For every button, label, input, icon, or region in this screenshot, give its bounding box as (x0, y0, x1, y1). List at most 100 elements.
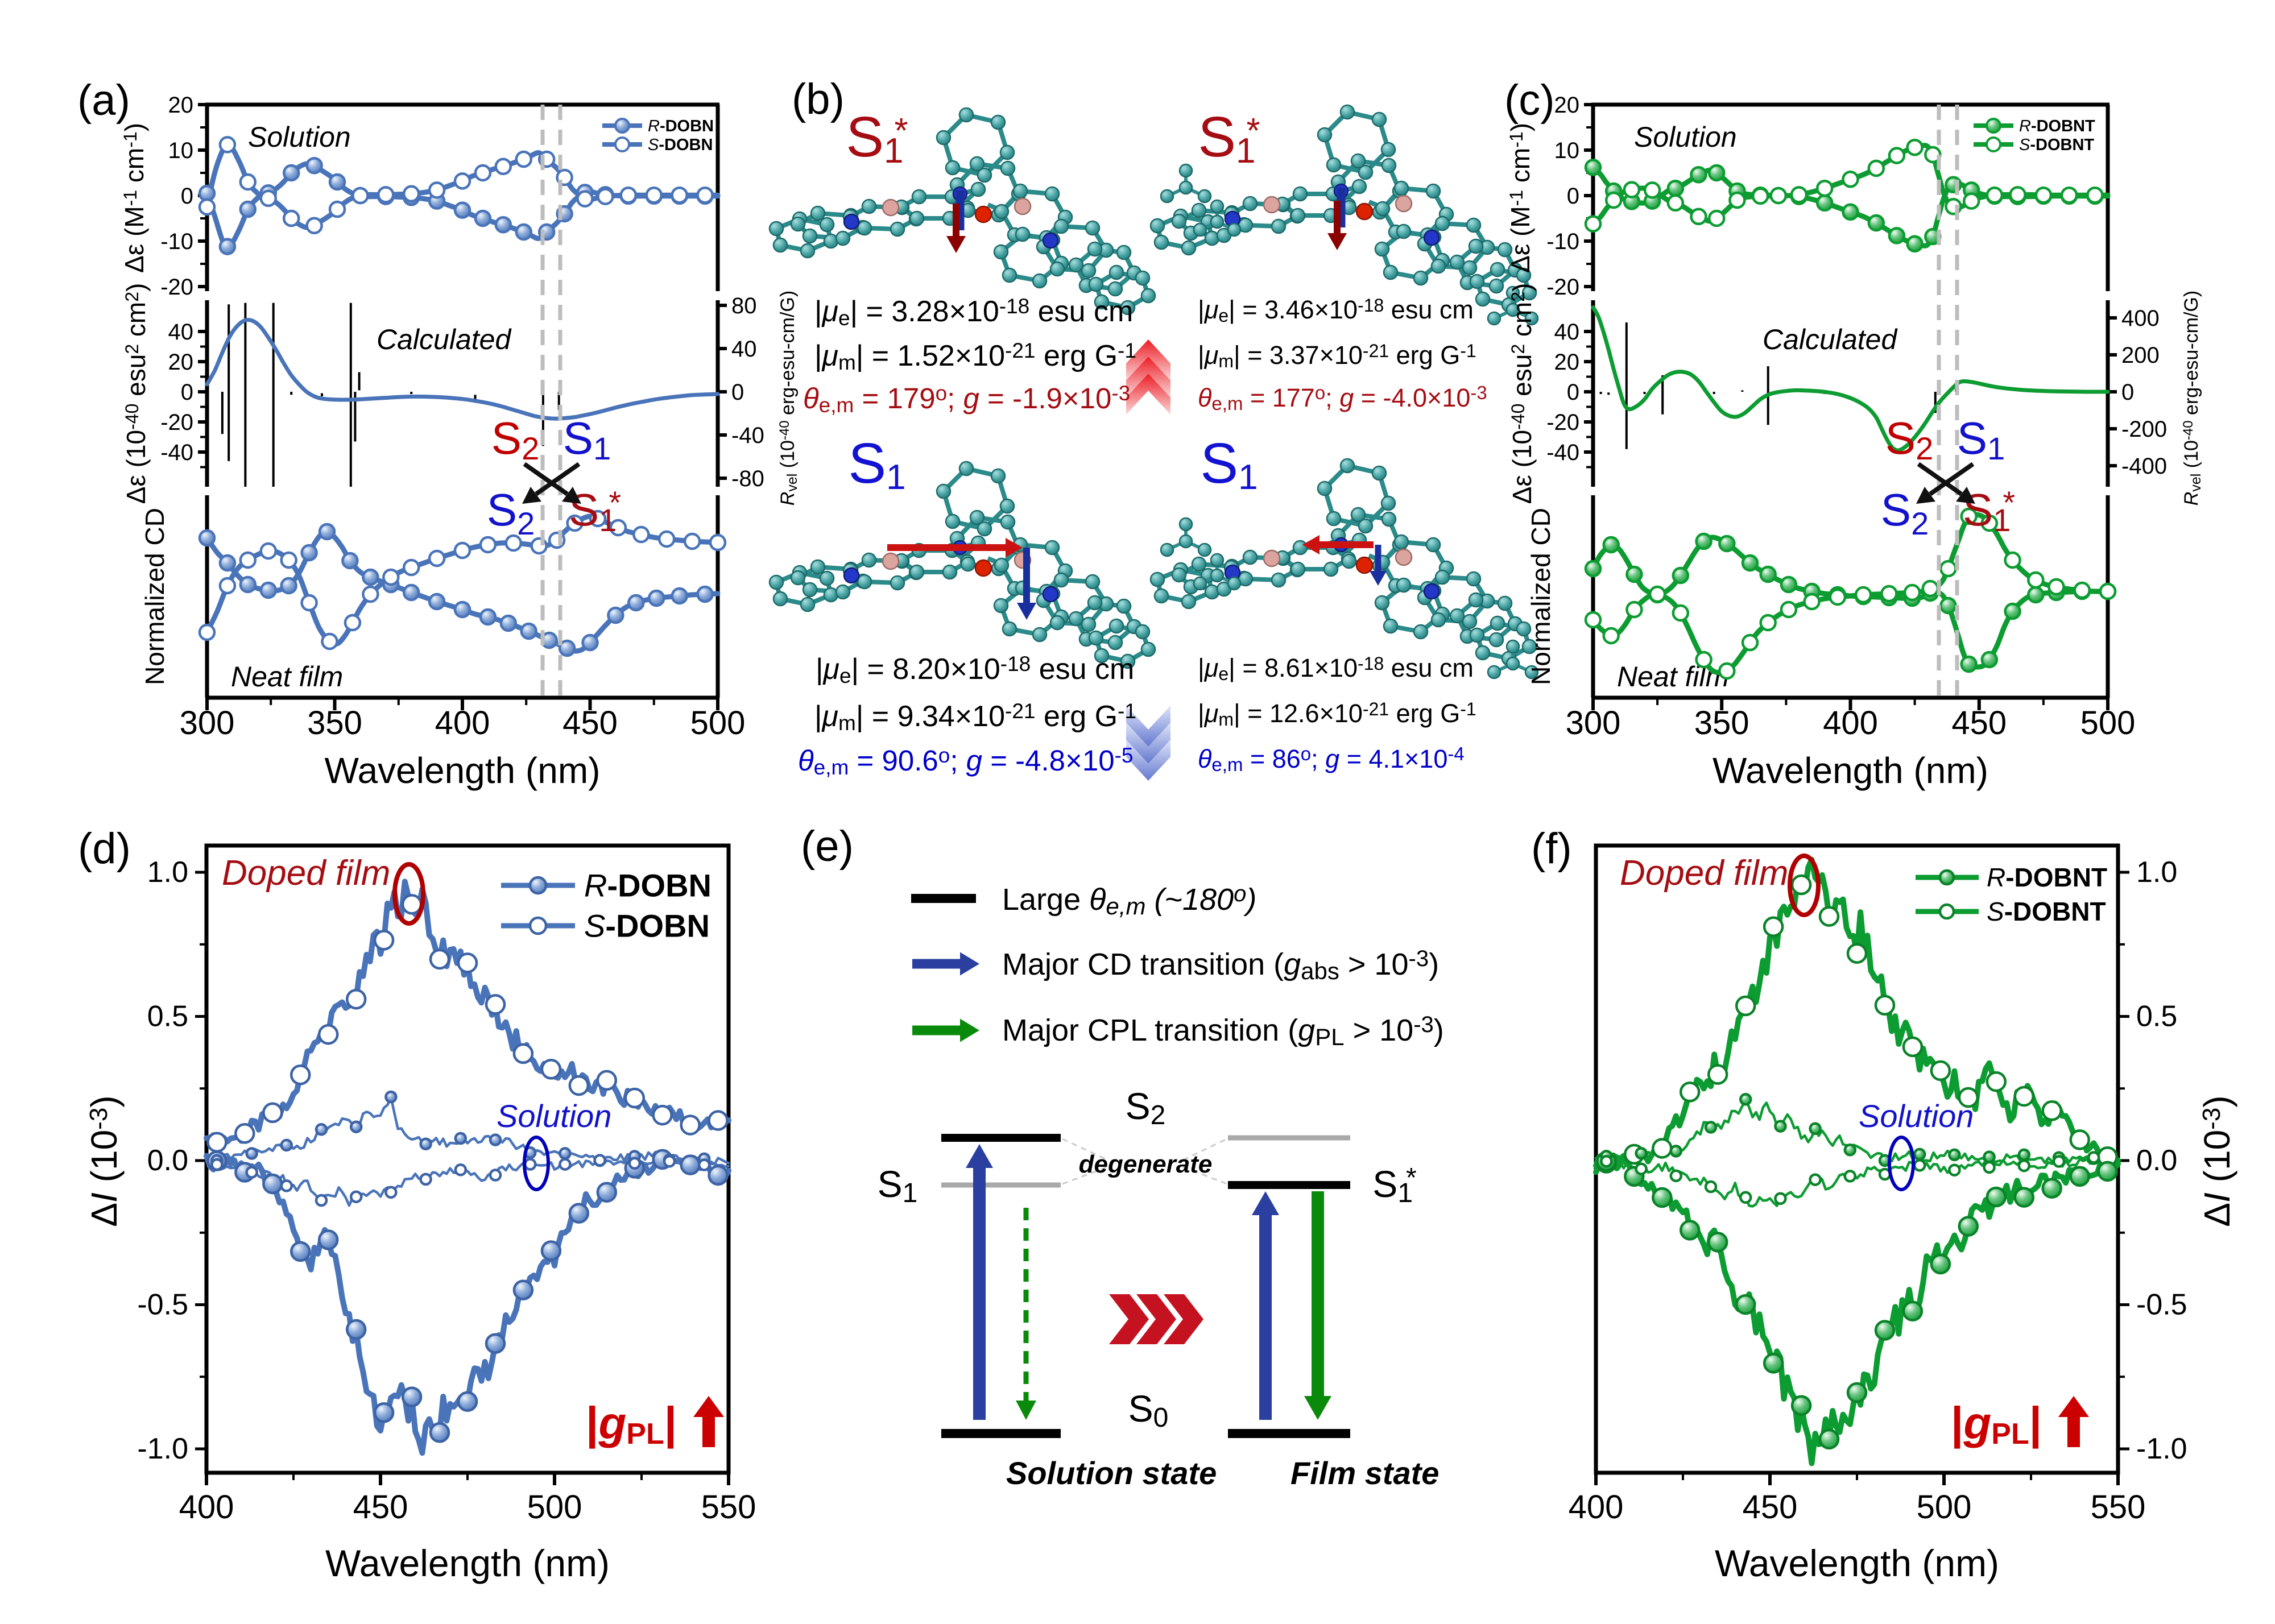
svg-text:0: 0 (181, 380, 193, 405)
svg-text:Rvel (10-40 erg-esu-cm/G): Rvel (10-40 erg-esu-cm/G) (777, 291, 800, 506)
svg-text:20: 20 (168, 350, 194, 375)
svg-text:-1.0: -1.0 (2136, 1432, 2187, 1465)
svg-text:80: 80 (731, 293, 757, 318)
svg-text:Δε (M-1 cm-1): Δε (M-1 cm-1) (119, 123, 149, 273)
svg-text:-80: -80 (731, 466, 764, 491)
svg-text:-40: -40 (1546, 440, 1579, 465)
svg-text:S1*: S1* (1198, 105, 1260, 171)
svg-text:Wavelength (nm): Wavelength (nm) (325, 750, 601, 791)
svg-text:-10: -10 (160, 229, 193, 254)
svg-text:Calculated: Calculated (377, 324, 512, 355)
svg-text:1.0: 1.0 (2136, 856, 2177, 889)
svg-text:400: 400 (1823, 705, 1878, 741)
svg-text:Solution: Solution (497, 1098, 611, 1134)
svg-text:S1*: S1* (1372, 1163, 1416, 1208)
svg-text:-0.5: -0.5 (137, 1289, 188, 1321)
svg-text:Normalized CD: Normalized CD (1526, 508, 1556, 685)
svg-text:Major CD transition (gabs > 10: Major CD transition (gabs > 10-3) (1002, 946, 1439, 984)
svg-text:|μm| = 9.34×10-21 erg G-1: |μm| = 9.34×10-21 erg G-1 (814, 699, 1136, 735)
svg-text:Rvel (10-40 erg-esu-cm/G): Rvel (10-40 erg-esu-cm/G) (2181, 291, 2204, 506)
svg-text:|μm| = 1.52×10-21 erg G-1: |μm| = 1.52×10-21 erg G-1 (814, 339, 1136, 374)
svg-text:500: 500 (527, 1489, 582, 1526)
svg-text:Major CPL transition (gPL > 10: Major CPL transition (gPL > 10-3) (1002, 1012, 1444, 1050)
svg-text:S-DOBNT: S-DOBNT (2019, 136, 2094, 154)
svg-text:0.0: 0.0 (2136, 1144, 2177, 1177)
svg-text:20: 20 (1554, 350, 1580, 375)
svg-text:350: 350 (307, 705, 362, 741)
svg-text:0: 0 (1567, 380, 1579, 405)
svg-text:Doped film: Doped film (222, 854, 390, 893)
svg-text:-40: -40 (160, 440, 193, 465)
svg-text:450: 450 (353, 1489, 408, 1526)
svg-text:S1: S1 (1957, 413, 2005, 466)
svg-text:300: 300 (1566, 705, 1621, 741)
svg-text:0: 0 (2121, 380, 2134, 405)
svg-text:S2: S2 (1881, 484, 1929, 541)
svg-text:Solution: Solution (1634, 121, 1737, 153)
svg-text:-0.5: -0.5 (2136, 1289, 2187, 1321)
svg-text:350: 350 (1694, 705, 1749, 741)
svg-text:Δε (10-40 esu2 cm2): Δε (10-40 esu2 cm2) (1507, 283, 1537, 504)
svg-text:1.0: 1.0 (147, 856, 188, 889)
svg-text:Calculated: Calculated (1763, 324, 1898, 355)
svg-text:200: 200 (2121, 343, 2160, 368)
svg-text:|μe| = 8.61×10-18 esu cm: |μe| = 8.61×10-18 esu cm (1198, 653, 1474, 684)
svg-text:R-DOBN: R-DOBN (648, 117, 714, 135)
svg-text:|μe| = 3.28×10-18 esu cm: |μe| = 3.28×10-18 esu cm (814, 295, 1133, 330)
svg-text:Doped film: Doped film (1620, 854, 1788, 893)
svg-text:Large θe,m (~180o): Large θe,m (~180o) (1002, 881, 1256, 919)
svg-text:|μe| = 8.20×10-18 esu cm: |μe| = 8.20×10-18 esu cm (816, 652, 1134, 687)
svg-text:(f): (f) (1531, 825, 1572, 873)
svg-text:0.0: 0.0 (147, 1144, 188, 1177)
svg-text:S0: S0 (1128, 1387, 1169, 1433)
svg-text:500: 500 (1917, 1489, 1972, 1526)
svg-text:0: 0 (181, 184, 193, 209)
svg-text:450: 450 (562, 705, 618, 741)
svg-text:400: 400 (1569, 1489, 1624, 1526)
svg-text:Wavelength (nm): Wavelength (nm) (1715, 1542, 1999, 1584)
svg-text:θe,m = 179o; g = -1.9×10-3: θe,m = 179o; g = -1.9×10-3 (803, 382, 1130, 417)
svg-text:0: 0 (731, 380, 744, 405)
svg-text:500: 500 (2080, 705, 2136, 741)
svg-text:R-DOBNT: R-DOBNT (1987, 863, 2107, 892)
svg-text:(a): (a) (77, 76, 130, 125)
svg-text:(b): (b) (792, 75, 845, 123)
svg-text:20: 20 (168, 93, 194, 118)
svg-text:|μe| = 3.46×10-18 esu cm: |μe| = 3.46×10-18 esu cm (1198, 295, 1474, 326)
svg-text:S1*: S1* (1963, 484, 2015, 538)
svg-text:Δε (10-40 esu2 cm2): Δε (10-40 esu2 cm2) (121, 283, 151, 504)
svg-text:-200: -200 (2121, 417, 2167, 442)
svg-text:Neat film: Neat film (1617, 661, 1729, 693)
svg-text:Solution: Solution (1859, 1098, 1974, 1134)
svg-text:10: 10 (168, 138, 194, 163)
svg-text:400: 400 (435, 705, 490, 741)
svg-text:S1*: S1* (569, 484, 621, 538)
svg-text:Wavelength (nm): Wavelength (nm) (325, 1542, 610, 1584)
svg-text:450: 450 (1743, 1489, 1798, 1526)
svg-text:550: 550 (701, 1489, 756, 1526)
svg-text:degenerate: degenerate (1079, 1150, 1213, 1178)
svg-text:-1.0: -1.0 (137, 1432, 188, 1465)
svg-text:550: 550 (2091, 1489, 2146, 1526)
svg-text:S1*: S1* (846, 105, 908, 171)
svg-text:(c): (c) (1504, 76, 1555, 125)
svg-text:R-DOBNT: R-DOBNT (2019, 117, 2095, 135)
svg-text:500: 500 (690, 705, 746, 741)
svg-text:Δε (M-1 cm-1): Δε (M-1 cm-1) (1505, 123, 1535, 273)
svg-text:|μm| = 12.6×10-21 erg G-1: |μm| = 12.6×10-21 erg G-1 (1198, 699, 1476, 730)
svg-text:Solution state: Solution state (1006, 1455, 1217, 1491)
svg-text:10: 10 (1554, 138, 1580, 163)
svg-text:300: 300 (180, 705, 235, 741)
svg-text:Neat film: Neat film (231, 661, 343, 693)
svg-text:-20: -20 (1546, 275, 1579, 300)
svg-text:40: 40 (731, 337, 757, 362)
svg-text:S-DOBNT: S-DOBNT (1987, 897, 2106, 926)
svg-text:Solution: Solution (248, 121, 351, 153)
svg-text:-20: -20 (1546, 410, 1579, 435)
svg-text:20: 20 (1554, 93, 1580, 118)
svg-text:Film state: Film state (1290, 1455, 1439, 1491)
svg-text:θe,m = 90.6o; g = -4.8×10-5: θe,m = 90.6o; g = -4.8×10-5 (798, 744, 1133, 779)
svg-text:400: 400 (2121, 306, 2160, 331)
svg-text:Wavelength (nm): Wavelength (nm) (1713, 750, 1988, 791)
svg-text:40: 40 (1554, 320, 1580, 345)
